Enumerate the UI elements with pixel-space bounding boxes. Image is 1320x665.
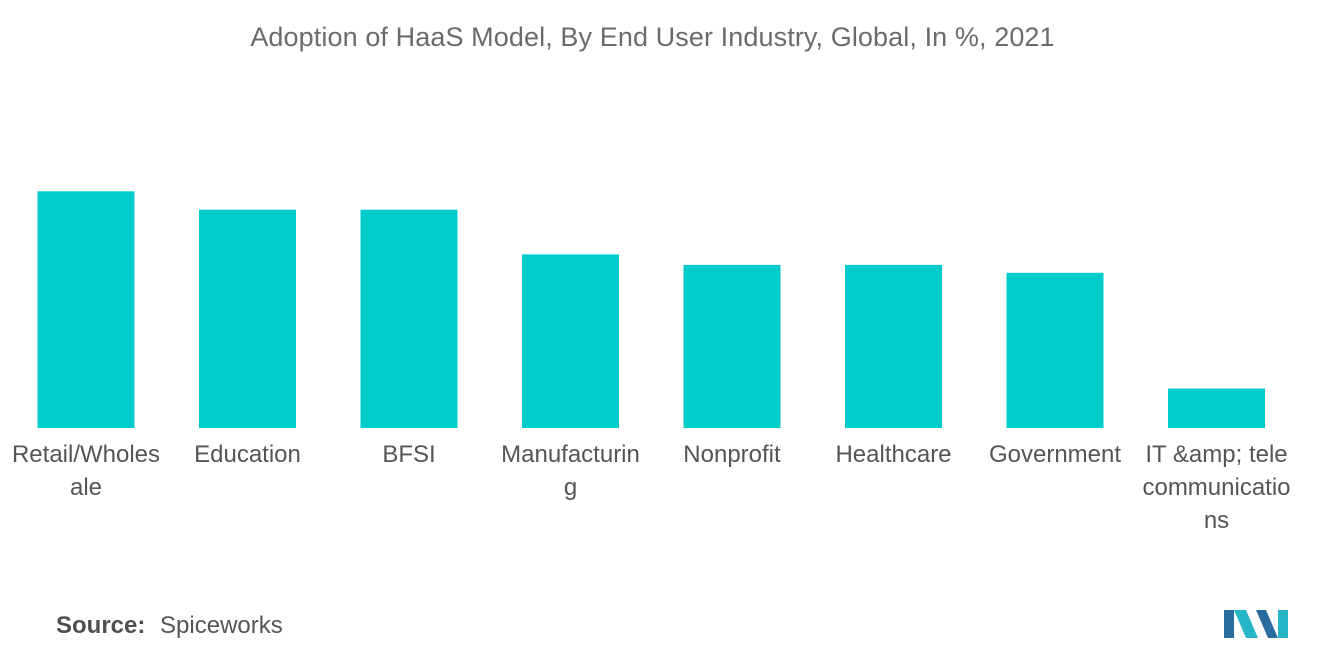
category-label: Nonprofit (683, 441, 781, 468)
logo-shape-mid-left (1234, 610, 1258, 638)
category-label: Government (988, 441, 1122, 468)
bar (360, 209, 458, 428)
category-label: Retail/Wholesale (11, 441, 161, 501)
bar (1168, 388, 1265, 428)
category-label: Healthcare (835, 441, 952, 468)
bar (1006, 272, 1104, 428)
category-label: Education (194, 441, 301, 468)
bar (683, 264, 781, 428)
source-value: Spiceworks (160, 612, 283, 639)
mordor-intelligence-logo-icon (1224, 610, 1288, 638)
logo-shape-right (1278, 610, 1288, 638)
logo-shape-mid-right (1256, 610, 1278, 638)
bar (522, 254, 619, 428)
chart-title: Adoption of HaaS Model, By End User Indu… (250, 22, 1055, 52)
bar-chart (37, 191, 1265, 428)
logo-shape-left (1224, 610, 1234, 638)
category-label: BFSI (382, 441, 436, 468)
source-label: Source: (56, 612, 146, 639)
bar (37, 191, 135, 428)
bar (845, 264, 942, 428)
bar (199, 209, 296, 428)
category-label: IT &amp; telecommunications (1142, 441, 1291, 534)
category-label: Manufacturing (501, 441, 640, 501)
source-note: Source: Spiceworks (56, 612, 283, 640)
